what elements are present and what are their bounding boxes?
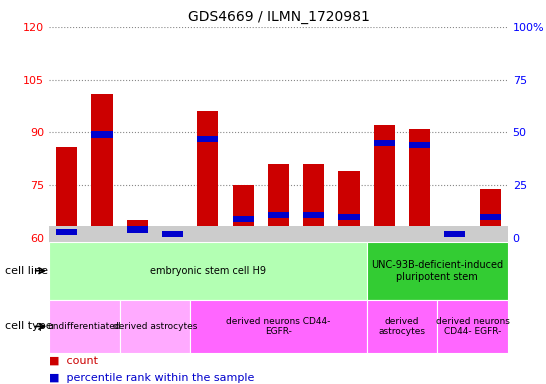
Bar	[49, 300, 120, 353]
Bar	[303, 212, 324, 218]
Text: GSM997567: GSM997567	[309, 240, 318, 295]
Bar	[92, 94, 112, 238]
Bar	[56, 228, 78, 235]
Bar	[409, 142, 430, 148]
Text: embryonic stem cell H9: embryonic stem cell H9	[150, 266, 266, 276]
Text: ■  percentile rank within the sample: ■ percentile rank within the sample	[49, 373, 254, 383]
Text: cell line: cell line	[5, 266, 49, 276]
Text: derived neurons
CD44- EGFR-: derived neurons CD44- EGFR-	[436, 317, 509, 336]
Bar	[373, 126, 395, 238]
Bar	[367, 242, 508, 300]
Bar	[127, 220, 148, 238]
Bar	[303, 164, 324, 238]
Bar	[162, 231, 183, 237]
Bar	[162, 227, 183, 238]
Bar	[479, 214, 501, 220]
Text: GSM997565: GSM997565	[239, 240, 248, 295]
Title: GDS4669 / ILMN_1720981: GDS4669 / ILMN_1720981	[187, 10, 370, 25]
Bar	[268, 164, 289, 238]
Bar	[339, 214, 360, 220]
Bar	[444, 231, 465, 237]
Text: GSM997556: GSM997556	[98, 240, 106, 295]
Bar	[233, 185, 254, 238]
Text: ■  count: ■ count	[49, 356, 98, 366]
Text: GSM997557: GSM997557	[133, 240, 142, 295]
Text: GSM997570: GSM997570	[485, 240, 495, 295]
Bar	[56, 147, 78, 238]
Bar	[409, 129, 430, 238]
Bar	[120, 300, 190, 353]
Text: derived astrocytes: derived astrocytes	[113, 322, 197, 331]
Text: derived
astrocytes: derived astrocytes	[378, 317, 425, 336]
Bar	[92, 131, 112, 138]
Text: GSM997555: GSM997555	[62, 240, 72, 295]
Bar	[197, 136, 218, 142]
Text: GSM997563: GSM997563	[168, 240, 177, 295]
Bar	[437, 300, 508, 353]
Bar	[479, 189, 501, 238]
Text: GSM997568: GSM997568	[345, 240, 353, 295]
Bar	[127, 227, 148, 233]
Bar	[190, 300, 367, 353]
Text: GSM997572: GSM997572	[415, 240, 424, 295]
Bar	[367, 300, 437, 353]
Bar	[49, 242, 367, 300]
Text: GSM997571: GSM997571	[380, 240, 389, 295]
Bar	[268, 212, 289, 218]
Text: undifferentiated: undifferentiated	[48, 322, 121, 331]
Bar	[339, 171, 360, 238]
Text: derived neurons CD44-
EGFR-: derived neurons CD44- EGFR-	[226, 317, 331, 336]
Bar	[197, 111, 218, 238]
Text: UNC-93B-deficient-induced
pluripotent stem: UNC-93B-deficient-induced pluripotent st…	[371, 260, 503, 281]
Text: GSM997564: GSM997564	[204, 240, 212, 295]
Bar	[233, 216, 254, 222]
Text: GSM997566: GSM997566	[274, 240, 283, 295]
Text: GSM997569: GSM997569	[450, 240, 459, 295]
Text: cell type: cell type	[5, 321, 53, 331]
Bar	[373, 140, 395, 146]
